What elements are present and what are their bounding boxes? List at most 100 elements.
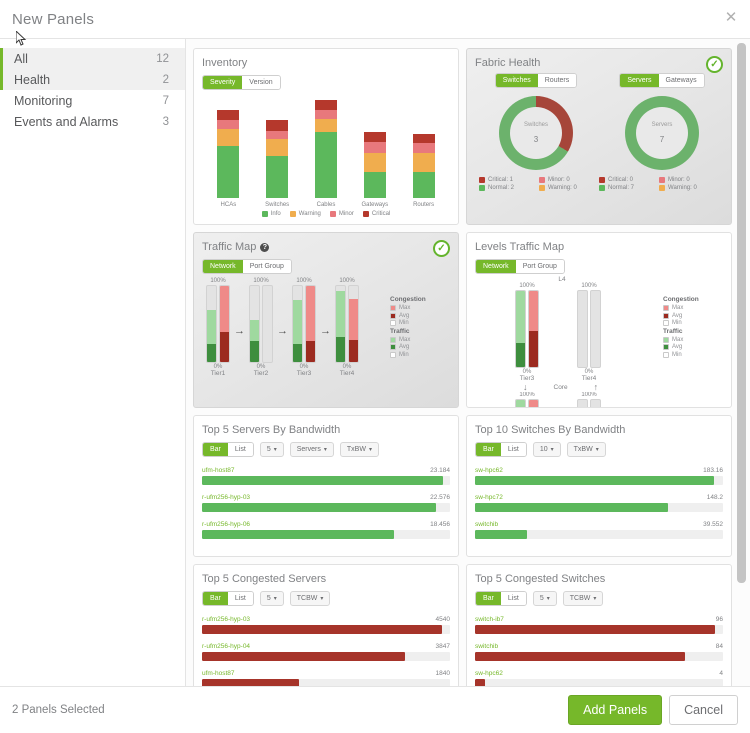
flow-arrow-icon: → [277, 324, 288, 337]
gauge-bottom-label: 0% [584, 369, 594, 375]
bandwidth-item: ufm-host87 1840 [202, 670, 450, 686]
bar-list-toggle[interactable]: Bar List [475, 591, 527, 606]
panel-top-congested-switches[interactable]: Top 5 Congested Switches Bar List 5 ▾ TCB… [466, 564, 732, 686]
servers-gateways-toggle[interactable]: Servers Gateways [619, 73, 705, 88]
inventory-bar-column: Gateways [358, 132, 392, 208]
toggle-option-switches[interactable]: Switches [495, 74, 538, 87]
sidebar-item-label: Health [14, 72, 51, 87]
bandwidth-item: r-ufm256-hyp-04 3847 [202, 643, 450, 661]
add-panels-button[interactable]: Add Panels [568, 695, 663, 725]
toggle-option-bar[interactable]: Bar [203, 592, 228, 605]
legend-swatch [390, 351, 396, 358]
bar-list-toggle[interactable]: Bar List [475, 442, 527, 457]
legend-item: Max [390, 305, 450, 311]
legend-item: Avg [390, 344, 450, 350]
bar-list-toggle[interactable]: Bar List [202, 591, 254, 606]
toggle-option-list[interactable]: List [500, 443, 526, 456]
down-arrow-icon: ↓ [523, 382, 528, 392]
close-icon[interactable]: ✕ [724, 9, 738, 26]
sidebar-item-all[interactable]: All 12 [0, 48, 185, 69]
legend-swatch [663, 351, 669, 358]
congested-switches-toolbar: Bar List 5 ▾ TCBW ▾ [467, 587, 731, 606]
sidebar-item-events-and-alarms[interactable]: Events and Alarms 3 [0, 111, 185, 132]
bandwidth-item-value: 4 [719, 670, 723, 677]
panel-title: Top 5 Servers By Bandwidth [202, 424, 341, 436]
toggle-option-bar[interactable]: Bar [476, 592, 501, 605]
sidebar-item-count: 2 [162, 73, 169, 86]
gauge-bars [515, 399, 539, 407]
inventory-bar-label: Routers [413, 202, 435, 208]
sidebar-item-health[interactable]: Health 2 [0, 69, 185, 90]
panel-traffic-map[interactable]: Traffic Map ? ✓ Network Port Group 100% 0… [193, 232, 459, 408]
cancel-button[interactable]: Cancel [669, 695, 738, 725]
count-dropdown[interactable]: 5 ▾ [259, 442, 284, 457]
toggle-option-version[interactable]: Version [242, 76, 280, 89]
panel-title: Inventory [202, 57, 248, 69]
network-portgroup-toggle[interactable]: Network Port Group [475, 259, 565, 274]
inventory-mode-toggle[interactable]: Severity Version [202, 75, 281, 90]
bandwidth-item: ufm-host87 23.184 [202, 467, 450, 485]
chevron-down-icon: ▾ [273, 447, 277, 453]
panel-inventory[interactable]: Inventory Severity Version HCAs Switches C… [193, 48, 459, 225]
toggle-option-bar[interactable]: Bar [203, 443, 228, 456]
panel-top-switches-bandwidth[interactable]: Top 10 Switches By Bandwidth Bar List 10… [466, 415, 732, 557]
toggle-option-network[interactable]: Network [476, 260, 516, 273]
count-dropdown[interactable]: 10 ▾ [532, 442, 561, 457]
toggle-option-bar[interactable]: Bar [476, 443, 501, 456]
panel-fabric-health[interactable]: Fabric Health ✓ Switches Routers Switche… [466, 48, 732, 225]
bandwidth-bar-track [202, 679, 450, 686]
core-label: Core [553, 383, 568, 391]
metric-dropdown[interactable]: TxBW ▾ [339, 442, 379, 457]
toggle-option-servers[interactable]: Servers [620, 74, 659, 87]
scrollbar-thumb[interactable] [737, 43, 746, 583]
metric-dropdown[interactable]: TCBW ▾ [289, 591, 331, 606]
panel-levels-traffic-map[interactable]: Levels Traffic Map Network Port Group L4… [466, 232, 732, 408]
metric-dropdown[interactable]: TxBW ▾ [566, 442, 606, 457]
toggle-option-severity[interactable]: Severity [203, 76, 243, 89]
metric-dropdown[interactable]: TCBW ▾ [562, 591, 604, 606]
inventory-toolbar: Severity Version [194, 71, 458, 90]
gauge-top-label: 100% [519, 392, 535, 398]
help-icon[interactable]: ? [260, 242, 270, 252]
gauge-tube [219, 285, 230, 363]
toggle-option-port-group[interactable]: Port Group [515, 260, 564, 273]
toggle-option-routers[interactable]: Routers [537, 74, 577, 87]
bar-list-toggle[interactable]: Bar List [202, 442, 254, 457]
bandwidth-item-value: 183.16 [703, 467, 723, 474]
count-dropdown[interactable]: 5 ▾ [259, 591, 284, 606]
toggle-option-list[interactable]: List [500, 592, 526, 605]
category-sidebar: All 12 Health 2 Monitoring 7 Events and … [0, 31, 186, 686]
legend-item: Max [663, 336, 723, 343]
content-scrollbar[interactable] [737, 43, 746, 686]
toggle-option-network[interactable]: Network [203, 260, 243, 273]
panel-top-servers-bandwidth[interactable]: Top 5 Servers By Bandwidth Bar List 5 ▾ S… [193, 415, 459, 557]
gauge-bottom-label: 0% [299, 364, 309, 370]
legend-heading: Traffic [663, 327, 683, 335]
gauge-tube [292, 285, 303, 363]
count-dropdown[interactable]: 5 ▾ [532, 591, 557, 606]
sidebar-item-monitoring[interactable]: Monitoring 7 [0, 90, 185, 111]
tier-gauge: 100% 0% Tier4 [577, 283, 601, 382]
legend-item: Critical: 1 [479, 177, 539, 183]
toggle-option-list[interactable]: List [227, 443, 253, 456]
toggle-option-gateways[interactable]: Gateways [658, 74, 704, 87]
gauge-bars [206, 285, 230, 363]
stacked-bar-segment [217, 129, 240, 146]
network-portgroup-toggle[interactable]: Network Port Group [202, 259, 292, 274]
bandwidth-item-header: r-ufm256-hyp-03 22.576 [202, 494, 450, 501]
panel-top-congested-servers[interactable]: Top 5 Congested Servers Bar List 5 ▾ TCBW… [193, 564, 459, 686]
stacked-bar-segment [314, 132, 337, 198]
toggle-option-port-group[interactable]: Port Group [242, 260, 291, 273]
legend-swatch [599, 177, 605, 183]
switches-routers-toggle[interactable]: Switches Routers [494, 73, 578, 88]
gauge-max-fill [220, 286, 229, 362]
check-circle-icon: ✓ [433, 240, 450, 257]
entity-dropdown[interactable]: Servers ▾ [289, 442, 334, 457]
gauge-max-fill [336, 291, 345, 362]
legend-swatch [329, 211, 336, 217]
gauge-max-fill [529, 400, 538, 407]
toggle-option-list[interactable]: List [227, 592, 253, 605]
bandwidth-item-header: sw-hpc62 4 [475, 670, 723, 677]
gauge-max-fill [516, 400, 525, 407]
